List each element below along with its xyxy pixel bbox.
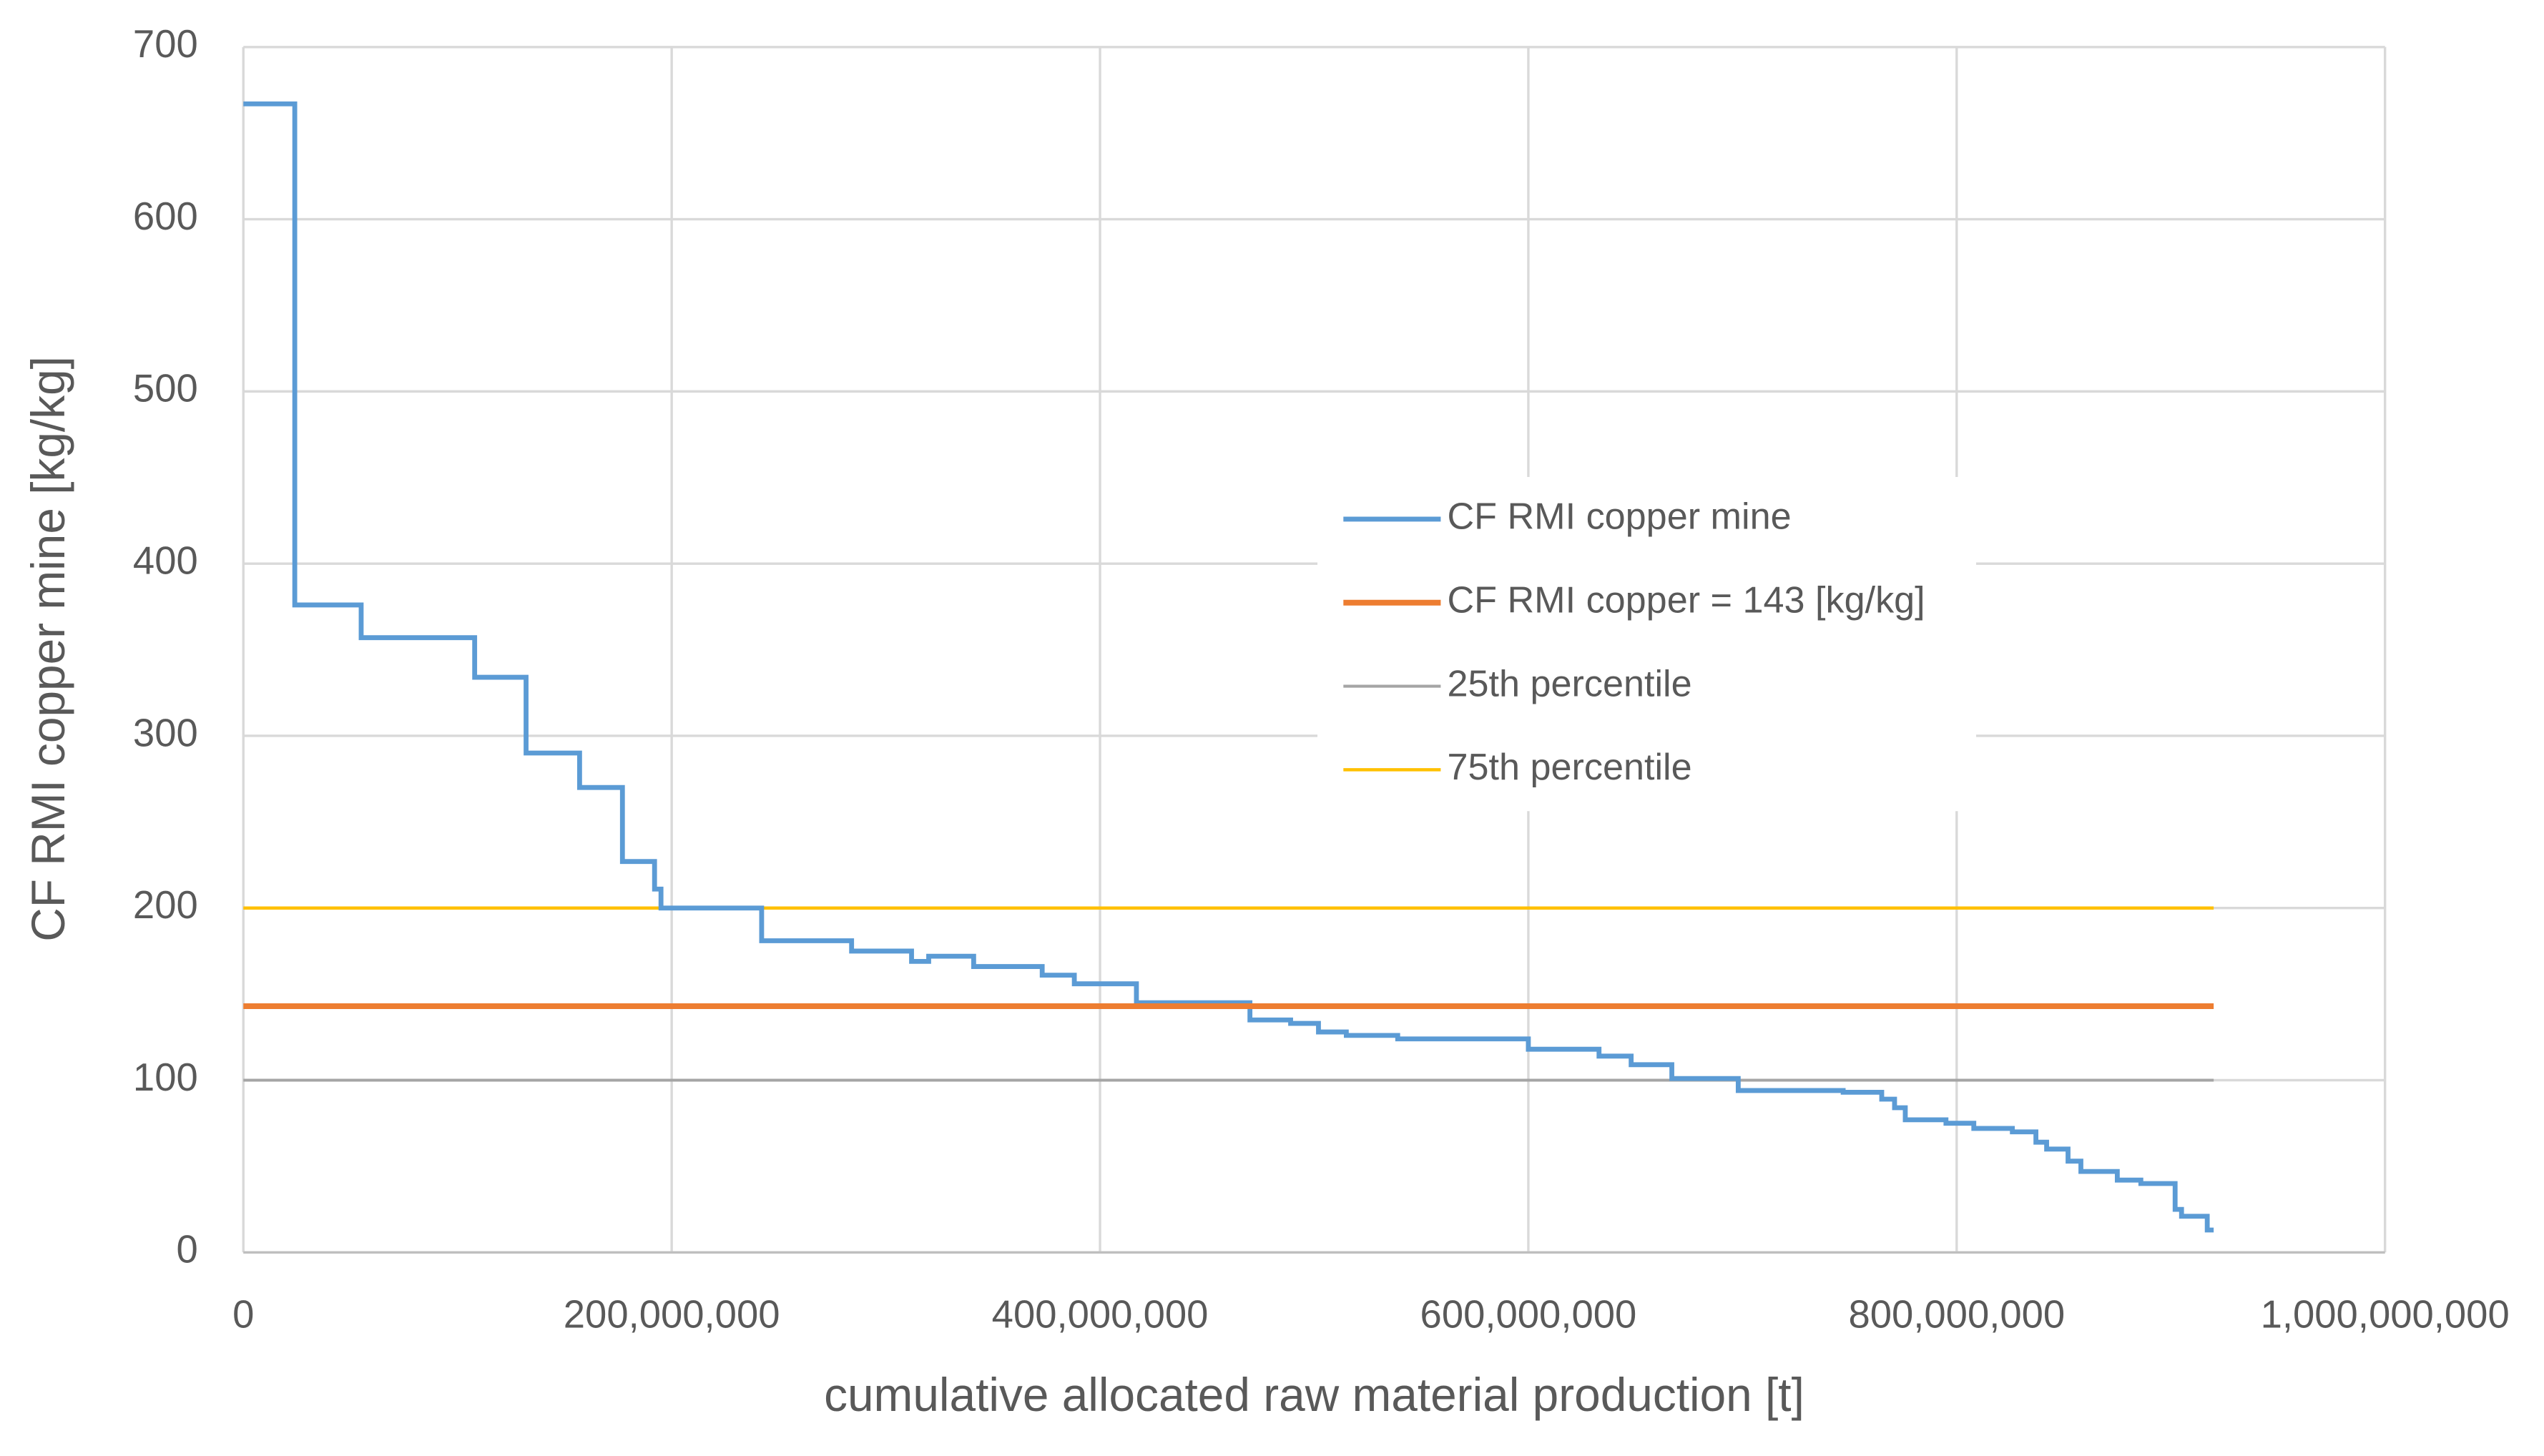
- legend-label: CF RMI copper = 143 [kg/kg]: [1447, 580, 1925, 621]
- series-line: [243, 101, 2214, 1233]
- y-tick-label: 300: [133, 711, 198, 754]
- y-tick-label: 400: [133, 539, 198, 583]
- x-tick-label: 400,000,000: [992, 1292, 1209, 1336]
- y-tick-label: 200: [133, 883, 198, 927]
- x-tick-label: 200,000,000: [564, 1292, 780, 1336]
- y-tick-label: 700: [133, 22, 198, 66]
- y-tick-label: 0: [176, 1228, 197, 1271]
- legend-label: 75th percentile: [1447, 747, 1691, 788]
- y-tick-label: 600: [133, 195, 198, 238]
- y-axis-title: CF RMI copper mine [kg/kg]: [21, 356, 74, 942]
- legend-label: CF RMI copper mine: [1447, 496, 1791, 538]
- x-axis-title: cumulative allocated raw material produc…: [824, 1368, 1804, 1421]
- legend-box: [1317, 476, 1977, 812]
- legend-label: 25th percentile: [1447, 663, 1691, 704]
- y-tick-label: 500: [133, 367, 198, 410]
- x-tick-label: 1,000,000,000: [2261, 1292, 2510, 1336]
- x-tick-label: 0: [232, 1292, 254, 1336]
- y-tick-label: 100: [133, 1056, 198, 1099]
- x-tick-label: 600,000,000: [1420, 1292, 1637, 1336]
- x-tick-label: 800,000,000: [1848, 1292, 2065, 1336]
- legend: CF RMI copper mine CF RMI copper = 143 [k…: [1317, 476, 1977, 812]
